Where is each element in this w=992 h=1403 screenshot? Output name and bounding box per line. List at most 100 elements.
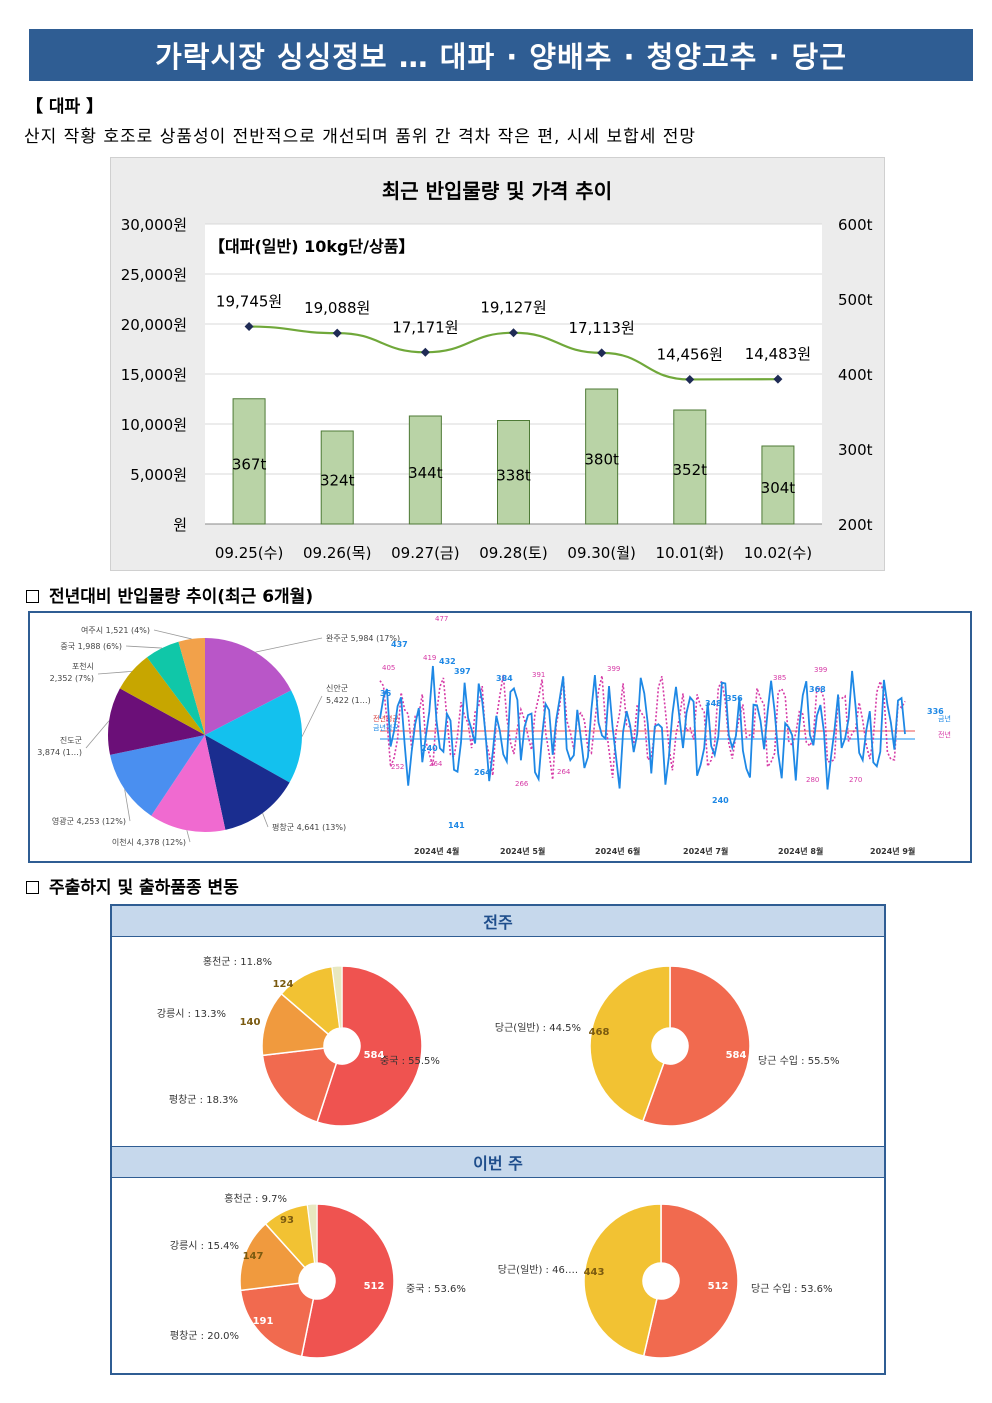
bar [232, 398, 266, 525]
donut-slice [316, 965, 423, 1127]
donut-legend-label: 당근 수입 : 53.6% [751, 1282, 832, 1295]
price-marker [420, 347, 430, 357]
point-label-this: 36 [380, 689, 392, 698]
point-label-prev: 252 [391, 763, 404, 771]
left-tick-label: 5,000원 [130, 466, 187, 484]
legend-label-prev: 전년 [938, 730, 951, 739]
point-label-prev: 385 [773, 674, 786, 682]
pie-slice [151, 735, 226, 832]
band-prev-week: 전주 [112, 906, 884, 937]
section-title-origin: 주출하지 및 출하품종 변동 [26, 873, 239, 898]
donut-legend-label: 평창군 : 20.0% [170, 1330, 239, 1342]
donut-value-label: 584 [364, 1050, 385, 1061]
donut-slice [239, 1222, 307, 1292]
right-tick-label: 500t [838, 291, 873, 309]
point-label-prev: 399 [814, 666, 827, 674]
donut-slice [239, 1282, 315, 1358]
point-label-prev: 264 [557, 768, 571, 776]
donut-value-label: 191 [253, 1316, 274, 1327]
pie-leader-line [97, 670, 132, 675]
donut-legend-label: 당근(일반) : 46…. [498, 1264, 578, 1276]
x-tick-label: 09.27(금) [391, 544, 459, 562]
point-label-this: 397 [454, 667, 471, 676]
pie-label: 평창군 4,641 (13%) [272, 822, 346, 832]
donut-legend-label: 홍천군 : 9.7% [224, 1192, 287, 1205]
x-tick-label: 09.30(월) [567, 544, 635, 562]
pie-label: 영광군 4,253 (12%) [52, 816, 126, 826]
donut-legend-label: 당근 수입 : 55.5% [758, 1054, 839, 1067]
point-label-prev: 477 [435, 615, 448, 623]
band-this-week: 이번 주 [112, 1146, 884, 1178]
pie-leader-line [301, 695, 323, 737]
price-marker [244, 322, 254, 332]
point-label-prev: 391 [532, 671, 545, 679]
donut-legend-label: 평창군 : 18.3% [169, 1094, 238, 1106]
pie-slice [205, 735, 290, 830]
page-banner: 가락시장 싱싱정보 … 대파 · 양배추 · 청양고추 · 당근 [29, 29, 973, 81]
donut-slice [261, 1047, 338, 1123]
bar-data-label: 344t [408, 464, 443, 482]
point-label-prev: 280 [806, 776, 819, 784]
pie-label: 포천시 [72, 661, 94, 671]
x-tick-label: 10.01(화) [656, 544, 724, 562]
section-title-trend: 전년대비 반입물량 추이(최근 6개월) [26, 582, 313, 607]
price-data-label: 17,113원 [568, 319, 634, 337]
donut-slice [583, 1203, 662, 1357]
pie-slice [119, 657, 205, 735]
donut-legend-label: 홍천군 : 11.8% [203, 955, 272, 968]
x-tick-label: 2024년 8월 [778, 846, 823, 856]
x-tick-label: 2024년 6월 [595, 846, 640, 856]
point-label-this: 348 [705, 699, 722, 708]
square-bullet-icon [26, 881, 39, 894]
point-label-this: 384 [496, 674, 513, 683]
bar [408, 415, 442, 525]
point-label-this: 240 [712, 796, 729, 805]
bar-data-label: 352t [673, 461, 708, 479]
right-tick-label: 200t [838, 516, 873, 534]
pie-label: 3,874 (1…) [37, 748, 82, 757]
point-label-prev: 419 [423, 654, 436, 662]
donut-legend-label: 강릉시 : 15.4% [170, 1240, 239, 1252]
bar-data-label: 380t [584, 451, 619, 469]
bar-data-label: 367t [232, 455, 267, 473]
pie-slice [205, 638, 292, 735]
pie-label: 중국 1,988 (6%) [60, 642, 122, 651]
pie-label: 완주군 5,984 (17%) [326, 634, 400, 643]
pie-leader-line [124, 789, 131, 822]
price-data-label: 14,483원 [745, 345, 811, 363]
pie-label: 진도군 [60, 735, 82, 745]
square-bullet-icon [26, 590, 39, 603]
bar-data-label: 324t [320, 472, 355, 490]
donut-value-label: 140 [240, 1017, 261, 1028]
bar-data-label: 338t [496, 466, 531, 484]
point-label-this: 437 [391, 640, 408, 649]
section-title-origin-text: 주출하지 및 출하품종 변동 [49, 878, 239, 898]
point-label-this: 240 [421, 744, 438, 753]
avg-label: 전년평균 [373, 714, 399, 723]
donut-value-label: 192 [250, 1080, 271, 1091]
right-tick-label: 600t [838, 216, 873, 234]
origin-panel: 전주 이번 주 중국 : 55.5% 평창군 : 18.3% 강릉시 : 13.3%… [110, 904, 886, 1375]
legend-label-this: 금년 [938, 714, 951, 723]
left-tick-label: 25,000원 [121, 266, 187, 284]
donut-slice [589, 965, 671, 1123]
left-tick-label: 원 [173, 516, 187, 534]
x-tick-label: 09.28(토) [479, 544, 547, 562]
bar [673, 409, 707, 525]
donut-value-label: 124 [273, 979, 294, 990]
price-marker [773, 374, 783, 384]
pie-leader-line [262, 812, 269, 828]
x-tick-label: 09.25(수) [215, 544, 283, 562]
pie-label: 여주시 1,521 (4%) [81, 625, 150, 635]
bar [761, 445, 795, 525]
price-data-label: 14,456원 [657, 345, 723, 363]
point-label-this: 336 [927, 707, 944, 716]
pie-label: 2,352 (7%) [50, 674, 94, 683]
price-data-label: 17,171원 [392, 318, 458, 336]
donut-value-label: 443 [584, 1267, 605, 1278]
price-data-label: 19,745원 [216, 293, 282, 311]
x-tick-label: 2024년 5월 [500, 846, 545, 856]
bar [320, 430, 354, 525]
bar-data-label: 304t [761, 479, 796, 497]
banner-title: 가락시장 싱싱정보 … 대파 · 양배추 · 청양고추 · 당근 [155, 40, 847, 74]
